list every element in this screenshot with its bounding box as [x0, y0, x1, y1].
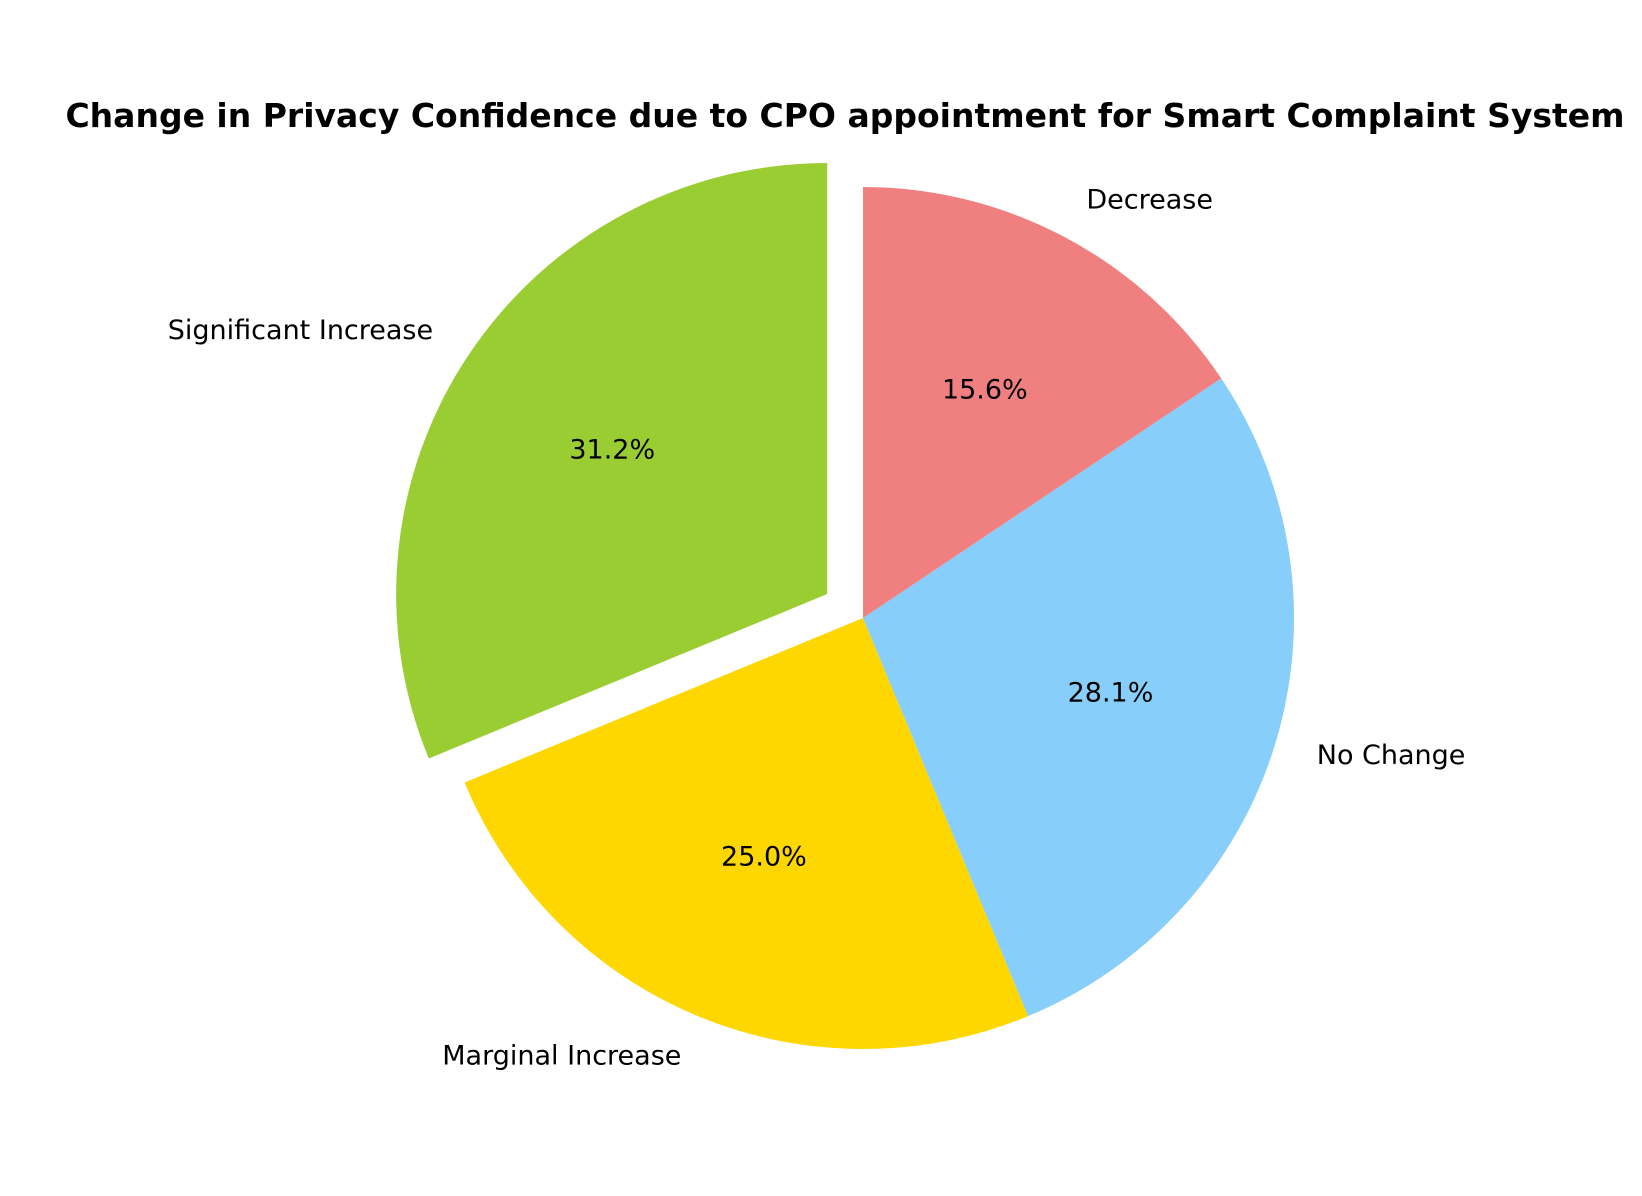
- pie-slices: [396, 163, 1294, 1049]
- pie-pct-label-no-change: 28.1%: [1068, 677, 1154, 708]
- pie-slice-no-change: [863, 378, 1294, 1017]
- pie-slice-decrease: [863, 187, 1222, 618]
- pie-slice-significant-increase: [396, 163, 828, 759]
- pie-category-label-significant-increase: Significant Increase: [168, 315, 433, 346]
- pie-pct-label-decrease: 15.6%: [942, 374, 1028, 405]
- pie-category-label-no-change: No Change: [1317, 740, 1466, 771]
- pie-pct-label-significant-increase: 31.2%: [569, 435, 655, 466]
- pie-slice-marginal-increase: [464, 618, 1029, 1049]
- pie-category-label-decrease: Decrease: [1086, 184, 1213, 215]
- pie-category-label-marginal-increase: Marginal Increase: [442, 1040, 681, 1071]
- chart-title: Change in Privacy Confidence due to CPO …: [65, 96, 1624, 135]
- pie-pct-label-marginal-increase: 25.0%: [721, 841, 807, 872]
- pie-labels: 31.2% Significant Increase 25.0% Marginal I…: [168, 184, 1466, 1071]
